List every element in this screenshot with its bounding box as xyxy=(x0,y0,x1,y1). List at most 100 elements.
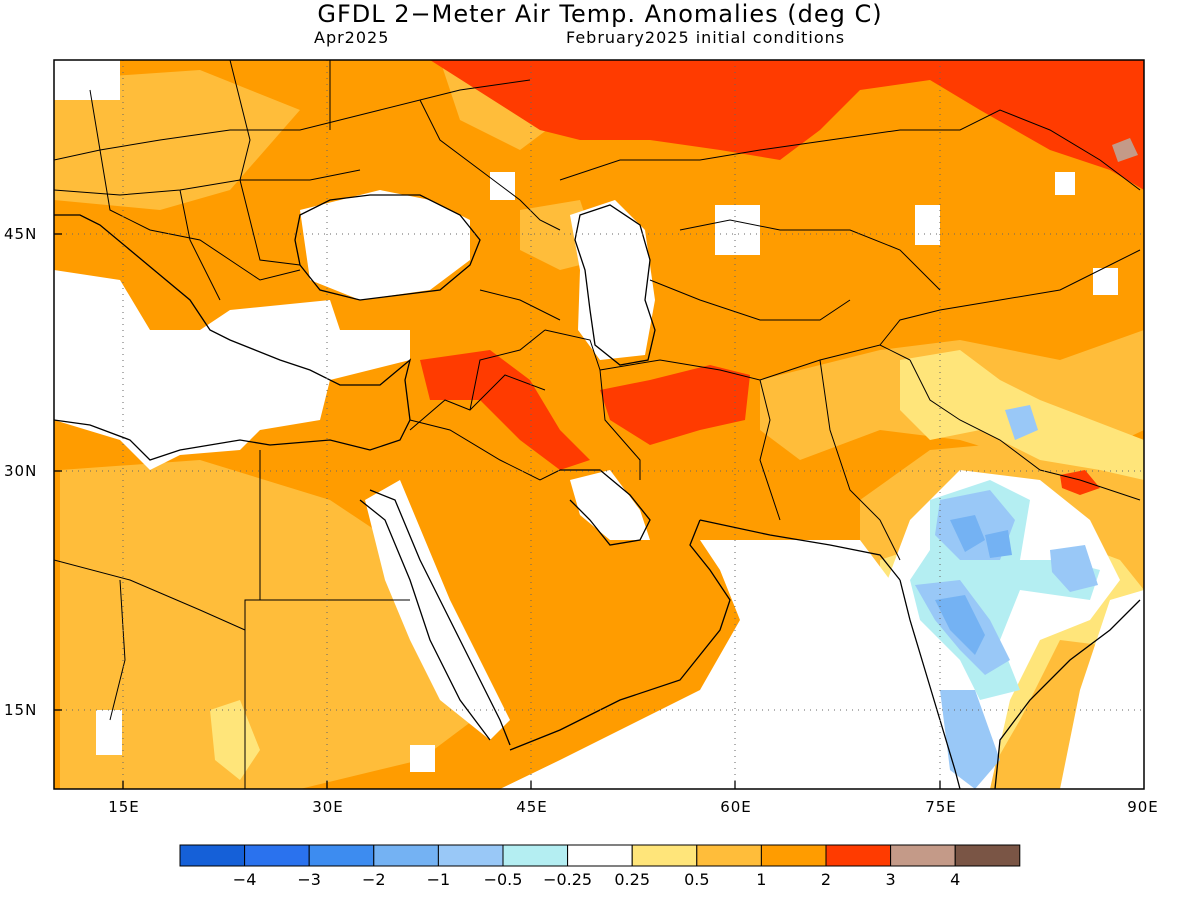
colorbar-swatch xyxy=(954,844,1021,867)
anomaly-zone-strong xyxy=(420,350,590,470)
colorbar-swatch xyxy=(179,844,246,867)
sea-mask xyxy=(365,480,510,740)
border xyxy=(479,289,561,321)
colorbar-label: 1 xyxy=(756,870,767,889)
border xyxy=(469,329,546,411)
border xyxy=(239,179,301,266)
anomaly-zone-light xyxy=(210,700,260,780)
map-title: GFDL 2−Meter Air Temp. Anomalies (deg C) xyxy=(317,0,883,28)
border xyxy=(409,419,561,481)
colorbar-swatch xyxy=(373,844,439,867)
lon-tick-label: 75E xyxy=(925,798,957,816)
colorbar-swatch xyxy=(308,844,375,867)
india-coast xyxy=(994,599,1141,789)
lake-mask xyxy=(96,710,122,755)
colorbar-swatch xyxy=(696,844,762,867)
anomaly-zone-extreme xyxy=(1112,138,1138,162)
lake-mask xyxy=(1055,172,1075,195)
axis-ticks xyxy=(54,233,941,789)
black-sea-coast xyxy=(294,194,481,301)
colorbar-swatch xyxy=(631,844,698,867)
lake-mask xyxy=(915,205,940,245)
lat-tick-label: 15N xyxy=(4,701,38,719)
colorbar-label: −1 xyxy=(426,870,451,889)
border xyxy=(419,99,561,231)
border xyxy=(679,219,941,291)
colorbar-swatch xyxy=(760,844,827,867)
sea-mask xyxy=(300,190,470,300)
persian-gulf-coast xyxy=(560,469,651,546)
lake-mask xyxy=(1093,268,1118,295)
border xyxy=(229,60,251,181)
border xyxy=(109,579,126,721)
colorbar-label: −0.25 xyxy=(543,870,593,889)
lat-tick-label: 30N xyxy=(4,462,38,480)
mediterranean-coast xyxy=(54,214,412,461)
lake-mask xyxy=(54,60,120,100)
border xyxy=(819,359,901,561)
border xyxy=(649,279,851,321)
border xyxy=(544,329,641,480)
sea-mask xyxy=(54,270,410,470)
border xyxy=(54,559,246,789)
sea-mask xyxy=(1060,590,1144,789)
anomaly-zone-cool xyxy=(940,690,1000,789)
lake-mask xyxy=(410,745,435,772)
colorbar-label: −0.5 xyxy=(483,870,523,889)
lon-tick-label: 90E xyxy=(1127,798,1159,816)
border xyxy=(54,79,531,161)
lake-mask xyxy=(490,172,515,200)
sea-mask xyxy=(570,470,650,540)
coastlines xyxy=(54,194,1141,789)
colorbar-label: −3 xyxy=(297,870,321,889)
colorbar-swatch xyxy=(567,844,633,867)
colorbar-swatch xyxy=(502,844,569,867)
red-sea-coast xyxy=(359,499,491,741)
colorbar-label: −2 xyxy=(362,870,386,889)
colorbar-swatch xyxy=(244,844,310,867)
colorbar-label: 3 xyxy=(885,870,896,889)
border xyxy=(559,109,1141,191)
border xyxy=(54,169,361,196)
arabia-coast xyxy=(509,519,731,751)
anomaly-fields xyxy=(54,60,1144,789)
initial-conditions: February2025 initial conditions xyxy=(566,28,846,47)
colorbar-label: 2 xyxy=(820,870,832,889)
anomaly-zone-cool xyxy=(1005,405,1038,440)
colorbar-label: −4 xyxy=(232,870,257,889)
border xyxy=(89,89,301,281)
lon-tick-label: 15E xyxy=(108,798,140,816)
lat-tick-label: 45N xyxy=(4,225,38,243)
red-sea-coast xyxy=(369,489,511,746)
india-coast xyxy=(899,579,961,789)
lon-tick-label: 45E xyxy=(516,798,548,816)
caspian-coast xyxy=(574,204,656,366)
anomaly-zone-strong xyxy=(600,365,750,445)
border xyxy=(244,599,410,630)
anomaly-zone-moderate xyxy=(54,70,300,210)
colorbar-swatch xyxy=(437,844,504,867)
map-frame xyxy=(53,59,1145,790)
colorbar-label: 0.5 xyxy=(684,870,710,889)
anomaly-zone-cool xyxy=(985,530,1012,558)
colorbar-swatch xyxy=(890,844,956,867)
sea-mask xyxy=(500,540,950,789)
anomaly-zone-cool xyxy=(1050,545,1098,592)
anomaly-zone-strong xyxy=(1060,470,1100,495)
border xyxy=(879,249,1141,346)
country-borders xyxy=(54,60,1141,789)
lon-tick-label: 30E xyxy=(312,798,344,816)
anomaly-zone-cool xyxy=(950,515,985,552)
anomaly-zone-strong xyxy=(430,60,1144,190)
border xyxy=(759,344,911,381)
colorbar-label: 0.25 xyxy=(614,870,650,889)
colorbar xyxy=(179,844,1021,867)
border xyxy=(179,189,221,301)
border xyxy=(909,359,1141,501)
forecast-month: Apr2025 xyxy=(314,28,390,47)
lon-tick-label: 60E xyxy=(720,798,752,816)
colorbar-swatch xyxy=(825,844,892,867)
pakistan-coast xyxy=(699,519,901,581)
lake-mask xyxy=(715,205,760,255)
